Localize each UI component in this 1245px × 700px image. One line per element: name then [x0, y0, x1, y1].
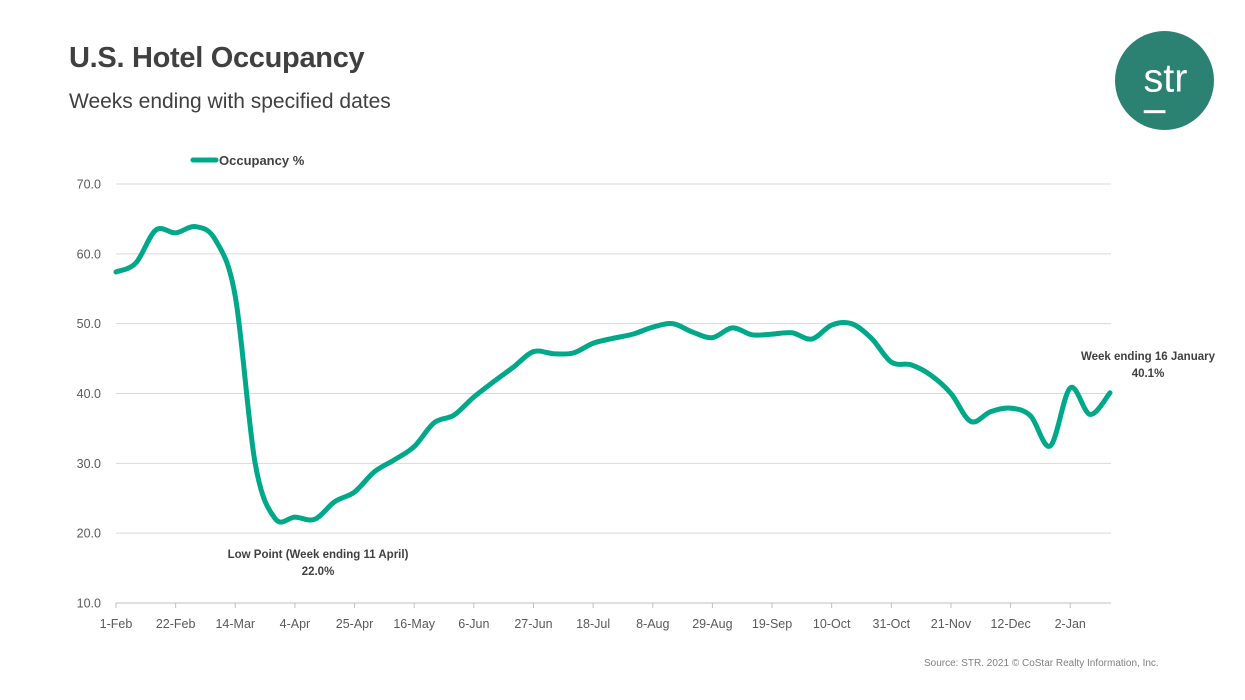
str-logo: str — [1115, 31, 1214, 130]
source-note: Source: STR. 2021 © CoStar Realty Inform… — [924, 658, 1159, 669]
x-tick-label: 14-Mar — [215, 617, 255, 631]
logo-circle — [1115, 31, 1214, 130]
x-tick-label: 31-Oct — [873, 617, 911, 631]
x-tick-label: 16-May — [393, 617, 435, 631]
logo-text: str — [1144, 56, 1188, 100]
x-tick-label: 22-Feb — [156, 617, 196, 631]
y-tick-label: 70.0 — [77, 178, 101, 192]
page-subtitle: Weeks ending with specified dates — [69, 90, 391, 113]
x-tick-label: 2-Jan — [1055, 617, 1086, 631]
logo-underline — [1143, 110, 1166, 114]
y-tick-label: 20.0 — [77, 527, 101, 541]
x-tick-label: 4-Apr — [280, 617, 311, 631]
x-tick-label: 19-Sep — [752, 617, 792, 631]
x-tick-label: 25-Apr — [336, 617, 374, 631]
x-tick-label: 21-Nov — [931, 617, 972, 631]
y-tick-label: 60.0 — [77, 247, 101, 261]
legend-label: Occupancy % — [219, 153, 305, 168]
annotation-latest-value: 40.1% — [1132, 368, 1165, 380]
annotation-latest: Week ending 16 January — [1081, 351, 1216, 363]
annotation-low-point-value: 22.0% — [302, 566, 335, 578]
y-tick-label: 40.0 — [77, 387, 101, 401]
y-tick-label: 10.0 — [77, 597, 101, 611]
x-tick-label: 6-Jun — [458, 617, 489, 631]
x-tick-label: 8-Aug — [636, 617, 669, 631]
x-tick-label: 10-Oct — [813, 617, 851, 631]
y-tick-label: 50.0 — [77, 317, 101, 331]
x-tick-label: 12-Dec — [990, 617, 1030, 631]
x-tick-label: 18-Jul — [576, 617, 610, 631]
y-tick-label: 30.0 — [77, 457, 101, 471]
series-line-occupancy — [113, 224, 1113, 525]
annotation-low-point: Low Point (Week ending 11 April) — [228, 549, 409, 561]
x-tick-label: 1-Feb — [100, 617, 133, 631]
x-tick-label: 27-Jun — [514, 617, 552, 631]
legend: Occupancy % — [190, 153, 305, 168]
page-title: U.S. Hotel Occupancy — [69, 42, 365, 74]
x-tick-label: 29-Aug — [692, 617, 732, 631]
